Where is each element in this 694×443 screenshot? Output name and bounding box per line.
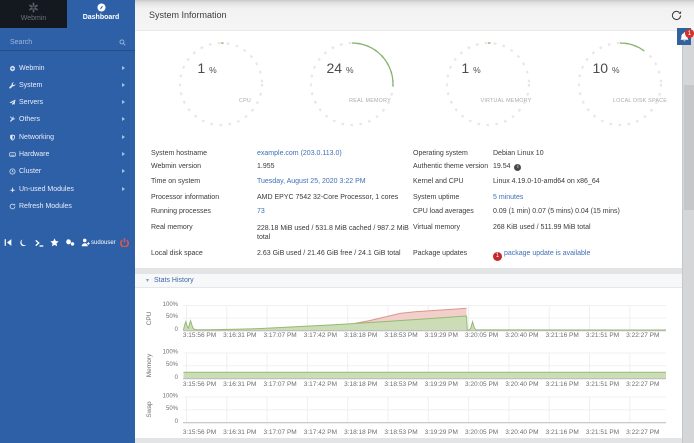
svg-text:3:18:53 PM: 3:18:53 PM [384,428,417,435]
svg-text:3:18:53 PM: 3:18:53 PM [384,332,417,339]
svg-text:3:20:05 PM: 3:20:05 PM [465,332,498,339]
svg-text:0: 0 [175,326,179,332]
svg-text:CPU: CPU [146,311,153,325]
svg-text:LOCAL DISK SPACE: LOCAL DISK SPACE [613,98,667,104]
svg-text:3:20:40 PM: 3:20:40 PM [505,332,538,339]
svg-text:1 %: 1 % [461,60,481,76]
svg-text:24 %: 24 % [326,60,353,76]
svg-text:3:21:51 PM: 3:21:51 PM [586,381,619,388]
svg-text:3:22:27 PM: 3:22:27 PM [626,332,659,339]
svg-text:3:22:27 PM: 3:22:27 PM [626,381,659,388]
svg-text:3:20:05 PM: 3:20:05 PM [465,428,498,435]
svg-text:3:20:40 PM: 3:20:40 PM [505,381,538,388]
svg-text:0: 0 [175,374,179,380]
svg-text:10 %: 10 % [592,60,619,76]
svg-text:3:17:07 PM: 3:17:07 PM [263,428,296,435]
svg-text:3:20:40 PM: 3:20:40 PM [505,428,538,435]
svg-text:100%: 100% [163,301,179,307]
svg-text:3:15:56 PM: 3:15:56 PM [183,381,216,388]
svg-text:3:16:31 PM: 3:16:31 PM [223,381,256,388]
svg-text:3:18:18 PM: 3:18:18 PM [344,332,377,339]
svg-text:3:16:31 PM: 3:16:31 PM [223,428,256,435]
svg-text:3:21:51 PM: 3:21:51 PM [586,428,619,435]
svg-text:3:19:29 PM: 3:19:29 PM [425,381,458,388]
svg-text:100%: 100% [163,349,179,355]
svg-text:VIRTUAL MEMORY: VIRTUAL MEMORY [481,98,532,104]
svg-text:3:15:56 PM: 3:15:56 PM [183,428,216,435]
svg-text:3:21:16 PM: 3:21:16 PM [546,332,579,339]
svg-text:CPU: CPU [239,98,251,104]
svg-text:50%: 50% [166,314,179,320]
svg-text:3:21:16 PM: 3:21:16 PM [546,381,579,388]
svg-text:1 %: 1 % [197,60,217,76]
svg-text:Memory: Memory [146,353,153,377]
svg-text:3:17:42 PM: 3:17:42 PM [304,332,337,339]
svg-text:3:19:29 PM: 3:19:29 PM [425,332,458,339]
svg-text:3:18:53 PM: 3:18:53 PM [384,381,417,388]
svg-text:3:17:42 PM: 3:17:42 PM [304,381,337,388]
svg-text:REAL MEMORY: REAL MEMORY [349,98,391,104]
svg-text:3:19:29 PM: 3:19:29 PM [425,428,458,435]
svg-text:3:17:42 PM: 3:17:42 PM [304,428,337,435]
svg-text:Swap: Swap [146,400,153,417]
svg-text:3:21:16 PM: 3:21:16 PM [546,428,579,435]
svg-text:3:17:07 PM: 3:17:07 PM [263,381,296,388]
svg-text:0: 0 [175,418,179,424]
svg-text:50%: 50% [166,405,179,411]
svg-text:3:16:31 PM: 3:16:31 PM [223,332,256,339]
svg-text:3:20:05 PM: 3:20:05 PM [465,381,498,388]
svg-text:3:15:56 PM: 3:15:56 PM [183,332,216,339]
svg-text:3:18:18 PM: 3:18:18 PM [344,428,377,435]
svg-text:100%: 100% [163,393,179,399]
svg-text:50%: 50% [166,361,179,367]
svg-text:3:17:07 PM: 3:17:07 PM [263,332,296,339]
svg-text:3:18:18 PM: 3:18:18 PM [344,381,377,388]
svg-text:3:22:27 PM: 3:22:27 PM [626,428,659,435]
svg-text:3:21:51 PM: 3:21:51 PM [586,332,619,339]
